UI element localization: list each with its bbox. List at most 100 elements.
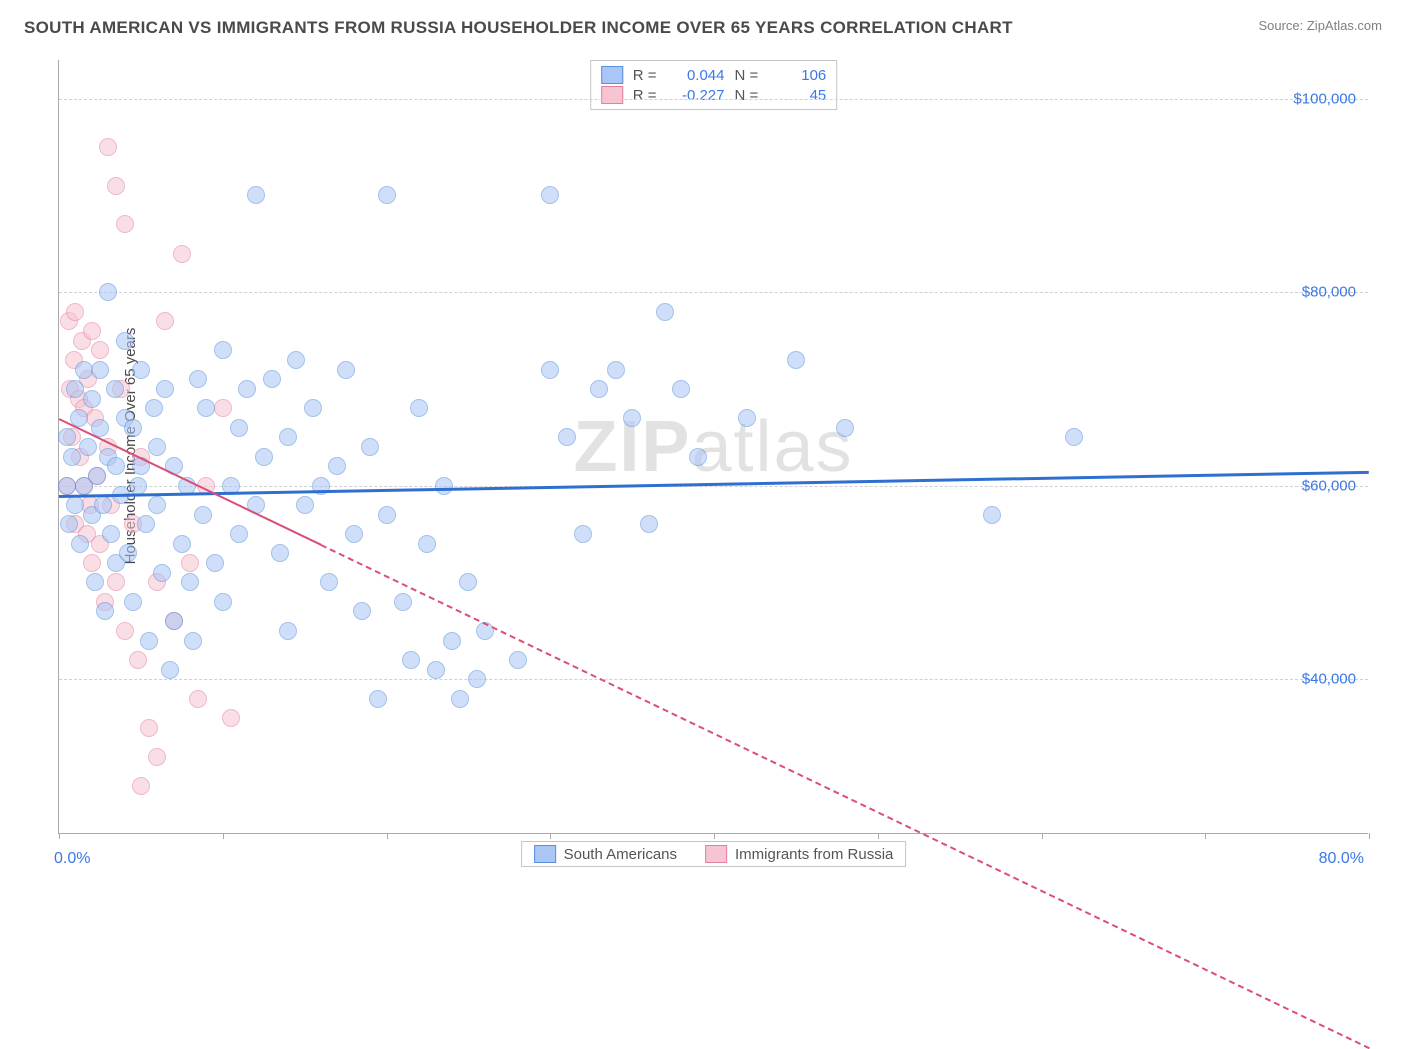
x-tick	[878, 833, 879, 839]
data-point-south-american	[263, 370, 281, 388]
data-point-south-american	[194, 506, 212, 524]
data-point-south-american	[607, 361, 625, 379]
x-tick	[1042, 833, 1043, 839]
n-label: N =	[735, 67, 759, 84]
data-point-south-american	[279, 428, 297, 446]
chart-area: ZIPatlas R = 0.044 N = 106 R = -0.227 N …	[58, 60, 1368, 834]
data-point-south-american	[58, 428, 76, 446]
source-name: ZipAtlas.com	[1307, 18, 1382, 33]
data-point-russia	[132, 777, 150, 795]
data-point-south-american	[106, 380, 124, 398]
trend-line-russia	[321, 544, 1370, 1049]
data-point-south-american	[214, 341, 232, 359]
x-axis-min-label: 0.0%	[54, 850, 90, 868]
data-point-south-american	[353, 602, 371, 620]
data-point-south-american	[369, 690, 387, 708]
x-tick	[550, 833, 551, 839]
data-point-south-american	[337, 361, 355, 379]
data-point-russia	[116, 622, 134, 640]
legend-swatch-ru	[705, 845, 727, 863]
x-tick	[387, 833, 388, 839]
data-point-south-american	[787, 351, 805, 369]
data-point-russia	[189, 690, 207, 708]
data-point-south-american	[86, 573, 104, 591]
data-point-south-american	[148, 438, 166, 456]
y-tick-label: $100,000	[1293, 90, 1356, 107]
data-point-russia	[222, 709, 240, 727]
watermark-rest: atlas	[691, 407, 853, 487]
legend-swatch-sa	[534, 845, 556, 863]
data-point-south-american	[983, 506, 1001, 524]
data-point-south-american	[165, 612, 183, 630]
source-attribution: Source: ZipAtlas.com	[1258, 18, 1382, 33]
data-point-south-american	[451, 690, 469, 708]
stats-row-russia: R = -0.227 N = 45	[601, 85, 827, 105]
data-point-south-american	[91, 361, 109, 379]
data-point-south-american	[140, 632, 158, 650]
swatch-russia	[601, 86, 623, 104]
x-tick	[59, 833, 60, 839]
stats-legend: R = 0.044 N = 106 R = -0.227 N = 45	[590, 60, 838, 110]
data-point-russia	[107, 573, 125, 591]
data-point-south-american	[402, 651, 420, 669]
data-point-south-american	[623, 409, 641, 427]
data-point-south-american	[184, 632, 202, 650]
data-point-south-american	[102, 525, 120, 543]
data-point-south-american	[83, 390, 101, 408]
data-point-south-american	[378, 186, 396, 204]
n-value-sa: 106	[768, 67, 826, 84]
swatch-south-american	[601, 66, 623, 84]
data-point-south-american	[590, 380, 608, 398]
y-tick-label: $80,000	[1302, 284, 1356, 301]
data-point-south-american	[79, 438, 97, 456]
data-point-south-american	[214, 593, 232, 611]
data-point-south-american	[230, 419, 248, 437]
data-point-south-american	[181, 573, 199, 591]
data-point-russia	[91, 341, 109, 359]
data-point-south-american	[279, 622, 297, 640]
data-point-south-american	[378, 506, 396, 524]
data-point-south-american	[287, 351, 305, 369]
data-point-south-american	[443, 632, 461, 650]
data-point-south-american	[468, 670, 486, 688]
grid-line	[59, 99, 1368, 100]
data-point-russia	[156, 312, 174, 330]
data-point-south-american	[60, 515, 78, 533]
data-point-south-american	[320, 573, 338, 591]
data-point-south-american	[656, 303, 674, 321]
data-point-south-american	[107, 457, 125, 475]
y-tick-label: $60,000	[1302, 477, 1356, 494]
data-point-south-american	[145, 399, 163, 417]
data-point-south-american	[427, 661, 445, 679]
data-point-south-american	[296, 496, 314, 514]
data-point-south-american	[137, 515, 155, 533]
legend-item-russia: Immigrants from Russia	[705, 845, 893, 863]
data-point-russia	[214, 399, 232, 417]
data-point-russia	[181, 554, 199, 572]
x-tick	[223, 833, 224, 839]
data-point-south-american	[132, 361, 150, 379]
data-point-south-american	[574, 525, 592, 543]
data-point-south-american	[116, 332, 134, 350]
r-value-sa: 0.044	[667, 67, 725, 84]
data-point-russia	[107, 177, 125, 195]
data-point-south-american	[197, 399, 215, 417]
data-point-south-american	[394, 593, 412, 611]
data-point-russia	[116, 215, 134, 233]
data-point-south-american	[345, 525, 363, 543]
r-label: R =	[633, 67, 657, 84]
data-point-south-american	[156, 380, 174, 398]
data-point-russia	[99, 138, 117, 156]
data-point-south-american	[129, 477, 147, 495]
data-point-south-american	[328, 457, 346, 475]
grid-line	[59, 679, 1368, 680]
data-point-south-american	[148, 496, 166, 514]
data-point-south-american	[66, 496, 84, 514]
bottom-legend: South Americans Immigrants from Russia	[521, 841, 907, 867]
source-prefix: Source:	[1258, 18, 1306, 33]
x-tick	[1205, 833, 1206, 839]
x-axis-max-label: 80.0%	[1319, 850, 1364, 868]
data-point-south-american	[230, 525, 248, 543]
data-point-south-american	[459, 573, 477, 591]
grid-line	[59, 292, 1368, 293]
